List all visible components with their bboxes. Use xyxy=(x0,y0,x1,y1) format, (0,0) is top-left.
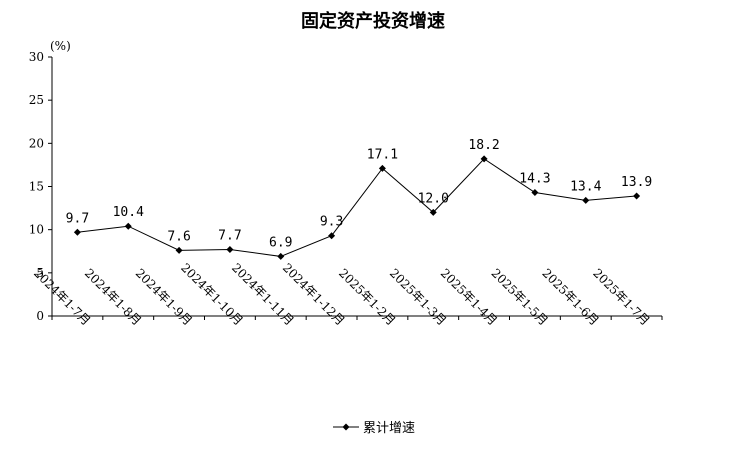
data-label: 13.4 xyxy=(570,179,601,194)
series-polyline xyxy=(77,158,637,257)
series-line xyxy=(73,155,641,260)
chart-title: 固定资产投资增速 xyxy=(301,10,445,32)
data-point-marker xyxy=(328,232,336,240)
data-label: 9.3 xyxy=(320,215,343,230)
y-axis-unit-label: (%) xyxy=(50,39,71,53)
data-point-marker xyxy=(480,155,488,163)
data-point-marker xyxy=(277,252,285,260)
legend-label: 累计增速 xyxy=(363,421,415,436)
data-point-marker xyxy=(633,192,641,200)
y-axis-ticks: 0 5 10 15 20 25 30 xyxy=(29,50,52,323)
legend-marker xyxy=(342,423,350,431)
data-point-marker xyxy=(226,246,234,254)
data-label: 7.7 xyxy=(218,229,241,244)
data-label: 14.3 xyxy=(519,172,550,187)
y-tick-label: 0 xyxy=(36,309,44,323)
y-tick-label: 25 xyxy=(29,93,44,107)
data-labels: 9.7 10.4 7.6 7.7 6.9 9.3 17.1 12.0 18.2 14.3 13.4 1… xyxy=(66,138,653,251)
data-label: 12.0 xyxy=(418,191,449,206)
y-tick-label: 20 xyxy=(29,136,44,150)
legend: 累计增速 xyxy=(333,421,415,436)
data-label: 17.1 xyxy=(367,147,398,162)
data-label: 18.2 xyxy=(468,138,499,153)
data-point-marker xyxy=(378,164,386,172)
data-point-marker xyxy=(531,189,539,197)
data-label: 9.7 xyxy=(66,211,89,226)
data-point-marker xyxy=(429,208,437,216)
x-axis-ticks: 2024年1-7月2024年1-8月2024年1-9月2024年1-10月202… xyxy=(31,261,663,328)
data-point-marker xyxy=(73,228,81,236)
y-tick-label: 10 xyxy=(29,223,44,237)
data-label: 6.9 xyxy=(269,235,292,250)
y-tick-label: 15 xyxy=(29,180,44,194)
data-point-marker xyxy=(582,196,590,204)
data-label: 13.9 xyxy=(621,175,652,190)
y-tick-label: 5 xyxy=(36,266,44,280)
data-point-marker xyxy=(175,246,183,254)
data-label: 7.6 xyxy=(167,229,190,244)
data-point-marker xyxy=(124,222,132,230)
y-tick-label: 30 xyxy=(29,50,44,64)
data-label: 10.4 xyxy=(113,205,144,220)
